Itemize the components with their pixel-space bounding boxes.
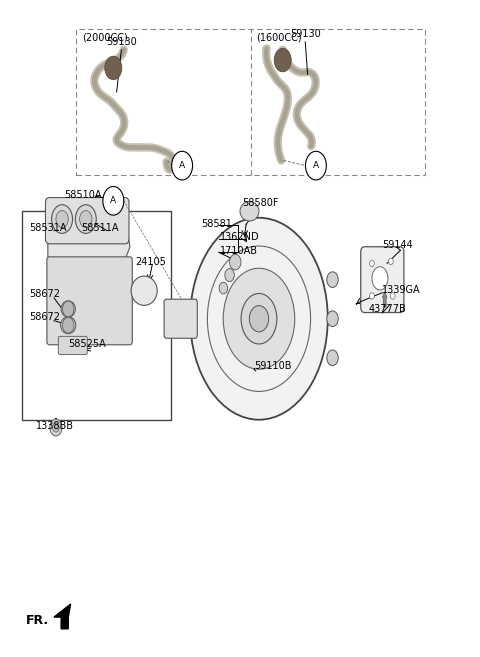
Circle shape [370,260,374,267]
Circle shape [62,301,74,317]
Text: 58672: 58672 [29,289,60,299]
Circle shape [52,205,72,233]
Ellipse shape [249,306,269,332]
Text: 58510A: 58510A [64,189,102,200]
Circle shape [225,269,234,282]
Text: 58581: 58581 [201,219,232,229]
Ellipse shape [223,268,295,369]
Text: 1338BB: 1338BB [36,420,74,431]
Circle shape [327,350,338,366]
Circle shape [327,311,338,327]
Text: (1600CC): (1600CC) [256,32,302,42]
Circle shape [80,211,92,227]
Text: 1710AB: 1710AB [220,246,258,256]
Circle shape [103,187,124,215]
Bar [76,29,425,175]
FancyBboxPatch shape [164,299,197,338]
Text: 1362ND: 1362ND [220,232,260,242]
Circle shape [62,317,74,333]
Text: A: A [110,196,116,206]
Text: 58580F: 58580F [242,198,279,208]
Circle shape [229,254,241,270]
Circle shape [219,283,228,294]
Ellipse shape [240,202,259,221]
Text: A: A [313,161,319,170]
Text: 1339GA: 1339GA [383,284,421,294]
Circle shape [75,205,96,233]
Text: 59130: 59130 [290,30,321,39]
Circle shape [50,419,62,436]
Circle shape [274,49,291,72]
Text: 59130: 59130 [106,37,137,47]
FancyBboxPatch shape [46,198,129,244]
Circle shape [53,423,59,432]
Text: 58525A: 58525A [68,340,106,350]
Text: 58511A: 58511A [81,223,119,233]
Circle shape [370,292,374,299]
Bar [22,212,171,420]
Circle shape [105,57,122,79]
FancyBboxPatch shape [47,257,132,345]
Text: 58672: 58672 [29,312,60,322]
Text: 24105: 24105 [136,257,167,267]
Text: FR.: FR. [25,614,48,627]
Text: 59144: 59144 [383,240,413,250]
Ellipse shape [241,294,277,344]
Text: 58531A: 58531A [29,223,66,233]
Circle shape [56,211,68,227]
Ellipse shape [372,267,388,290]
Ellipse shape [131,276,157,306]
Ellipse shape [190,217,328,420]
Circle shape [390,292,395,299]
Text: 59110B: 59110B [254,361,292,371]
FancyBboxPatch shape [58,336,87,355]
FancyArrow shape [383,292,387,307]
Polygon shape [54,604,71,629]
Polygon shape [48,231,130,263]
Circle shape [388,258,393,265]
Ellipse shape [61,301,75,317]
Circle shape [172,151,192,180]
Ellipse shape [60,317,76,334]
Text: 43777B: 43777B [368,304,406,313]
FancyBboxPatch shape [361,247,404,313]
Text: (2000CC): (2000CC) [82,32,128,42]
Circle shape [305,151,326,180]
Circle shape [327,272,338,288]
Text: A: A [179,161,185,170]
